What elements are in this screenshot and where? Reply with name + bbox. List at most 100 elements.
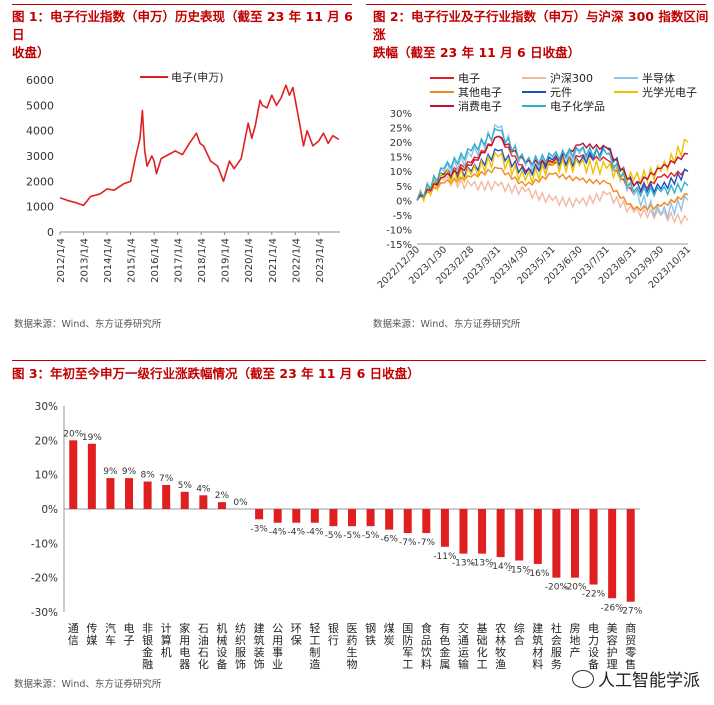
chart3-category-char: 筑 — [254, 633, 265, 647]
chart3-category-char: 金 — [142, 645, 153, 659]
chart3-bar — [459, 509, 468, 554]
chart3-bar — [608, 509, 617, 599]
chart1-x-tick: 2023/1/4 — [315, 238, 326, 283]
chart3-category-char: 备 — [588, 657, 599, 671]
panel1-title-line2: 收盘） — [12, 45, 50, 60]
chart2-y-tick: 10% — [390, 167, 412, 178]
chart3-bar — [292, 509, 301, 523]
chart3-category-char: 军 — [402, 646, 413, 659]
chart3-category-char: 力 — [588, 634, 599, 647]
chart3-bar — [199, 495, 208, 509]
chart3-category-char: 用 — [272, 634, 283, 647]
chart3-category-char: 地 — [569, 634, 580, 647]
chart3-category-char: 务 — [551, 658, 562, 671]
chart3-category-char: 饰 — [254, 657, 265, 671]
chart3-category-char: 色 — [439, 633, 450, 647]
chart2-legend-label: 光学光电子 — [642, 85, 697, 99]
chart3-category-char: 础 — [477, 634, 488, 647]
chart3-data-label: -20% — [545, 583, 569, 593]
chart3-category-char: 服 — [235, 646, 246, 659]
chart2-series-2 — [416, 175, 689, 226]
chart3-bar — [348, 509, 356, 527]
chart3-bar — [570, 509, 579, 578]
chart3-category-char: 事 — [272, 646, 283, 659]
chart3-category-char: 林 — [495, 633, 506, 647]
chart3-category-char: 建 — [532, 621, 543, 635]
chart3-y-tick: 20% — [35, 435, 58, 447]
chart3-category-char: 金 — [439, 645, 450, 659]
chart3-category-char: 钢 — [365, 622, 376, 635]
chart1-y-tick: 2000 — [26, 175, 54, 188]
chart2-y-tick: 30% — [390, 109, 412, 120]
chart2-series-8 — [416, 127, 689, 201]
chart3-bar — [385, 509, 394, 530]
chart1-x-tick: 2018/1/4 — [197, 238, 208, 283]
watermark: 人工智能学派 — [572, 666, 700, 691]
chart1-x-tick: 2022/1/4 — [291, 238, 302, 283]
chart3-category-char: 公 — [272, 622, 283, 635]
chart1-y-tick: 3000 — [26, 150, 54, 163]
panel2-title-line1: 图 2：电子行业及子行业指数（申万）与沪深 300 指数区间涨 — [373, 9, 709, 42]
chart3-category-char: 汽 — [105, 621, 116, 635]
chart3-data-label: 19% — [82, 433, 102, 443]
chart1-y-tick: 6000 — [26, 74, 54, 87]
chart3-category-char: 运 — [458, 646, 469, 659]
panel2-title: 图 2：电子行业及子行业指数（申万）与沪深 300 指数区间涨 跌幅（截至 23… — [373, 8, 713, 62]
chart1-x-tick: 2017/1/4 — [174, 238, 185, 283]
chart3-category-char: 售 — [625, 657, 636, 671]
chart3-category-char: 理 — [607, 658, 618, 671]
chart3-data-label: -13% — [470, 559, 494, 569]
chart3-category-char: 机 — [216, 621, 227, 635]
chart3-data-label: 0% — [233, 498, 248, 508]
chart1-x-tick: 2015/1/4 — [127, 238, 138, 283]
chart3-category-char: 国 — [402, 622, 413, 635]
panel2-title-line2: 跌幅（截至 23 年 11 月 6 日收盘） — [373, 45, 581, 60]
chart3-data-label: -4% — [269, 528, 287, 538]
chart3-data-label: -7% — [418, 538, 436, 548]
chart3-category-char: 信 — [68, 634, 79, 647]
chart1-x-tick: 2020/1/4 — [244, 238, 255, 283]
chart3-category-char: 炭 — [384, 634, 395, 647]
chart3-category-char: 料 — [532, 657, 543, 671]
chart3-data-label: -5% — [343, 531, 361, 541]
chart3-category-char: 美 — [607, 622, 618, 635]
chart3-category-char: 药 — [347, 634, 358, 647]
chart3-y-tick: -20% — [31, 573, 58, 585]
chart3-category-char: 护 — [607, 645, 618, 659]
chart3-data-label: -22% — [582, 590, 606, 600]
chart3-category-char: 输 — [458, 657, 469, 671]
chart3-category-char: 媒 — [86, 634, 97, 647]
chart3-bar — [180, 491, 189, 509]
chart3-category-char: 电 — [179, 646, 190, 659]
chart3-bar — [422, 509, 431, 534]
chart3-category-char: 设 — [588, 646, 599, 659]
chart3-category-char: 有 — [439, 621, 450, 635]
chart3-category-char: 社 — [551, 621, 562, 635]
chart3-data-label: 2% — [215, 491, 230, 501]
chart3-category-char: 饮 — [421, 646, 432, 659]
chart2-series-6 — [416, 138, 689, 204]
chart3-data-label: -27% — [619, 607, 643, 617]
chart3-y-tick: -30% — [31, 607, 58, 619]
chart3-category-char: 通 — [458, 634, 469, 647]
chart2-legend-label: 消费电子 — [458, 99, 502, 113]
chart3-data-label: -16% — [526, 569, 550, 579]
chart3-category-char: 综 — [514, 621, 525, 635]
chart3-category-char: 通 — [68, 622, 79, 635]
chart3-bar — [87, 443, 96, 509]
chart2-y-tick: -10% — [386, 225, 412, 236]
chart3-category-char: 保 — [291, 633, 302, 647]
chart3-data-label: -11% — [433, 552, 457, 562]
chart3-bar — [515, 509, 524, 561]
chart1-x-tick: 2019/1/4 — [221, 238, 232, 283]
chart3-category-char: 工 — [309, 634, 320, 647]
chart3-category-char: 电 — [588, 622, 599, 635]
chart3-bar — [106, 478, 115, 509]
chart3-bar — [403, 509, 412, 534]
chart3-category-char: 织 — [235, 634, 246, 647]
chart3-category-char: 机 — [161, 645, 172, 659]
chart3-category-char: 计 — [161, 622, 172, 635]
chart3-category-char: 服 — [551, 646, 562, 659]
wechat-icon — [572, 669, 594, 688]
chart3-category-char: 装 — [254, 646, 265, 659]
